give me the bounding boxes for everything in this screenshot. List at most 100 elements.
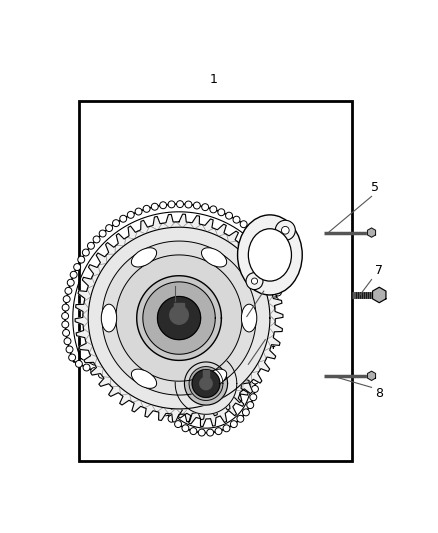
Ellipse shape <box>248 229 291 281</box>
Circle shape <box>69 354 76 361</box>
Circle shape <box>280 273 287 280</box>
Circle shape <box>168 201 175 208</box>
Circle shape <box>91 368 98 375</box>
Circle shape <box>65 287 72 294</box>
Circle shape <box>282 227 289 234</box>
Text: 2: 2 <box>163 271 171 285</box>
Circle shape <box>237 415 244 422</box>
Circle shape <box>259 237 266 244</box>
Circle shape <box>250 394 257 401</box>
Circle shape <box>210 206 217 213</box>
Circle shape <box>127 212 134 219</box>
Circle shape <box>63 329 70 336</box>
Circle shape <box>194 202 200 209</box>
Circle shape <box>175 421 181 427</box>
Polygon shape <box>170 306 188 324</box>
Circle shape <box>233 216 240 223</box>
Circle shape <box>251 369 258 376</box>
Ellipse shape <box>241 304 257 332</box>
Circle shape <box>278 265 285 272</box>
Polygon shape <box>373 287 386 303</box>
Polygon shape <box>137 276 221 360</box>
Circle shape <box>177 200 184 207</box>
Circle shape <box>268 305 276 312</box>
Circle shape <box>120 215 127 222</box>
Circle shape <box>260 329 267 336</box>
Circle shape <box>62 312 69 319</box>
Polygon shape <box>83 222 276 414</box>
Circle shape <box>254 345 261 352</box>
Ellipse shape <box>201 248 227 267</box>
Text: 5: 5 <box>371 181 379 193</box>
Circle shape <box>263 321 270 328</box>
Polygon shape <box>184 362 228 405</box>
Circle shape <box>106 375 113 382</box>
Circle shape <box>202 204 208 211</box>
Circle shape <box>223 425 230 432</box>
Polygon shape <box>170 348 241 419</box>
Circle shape <box>83 364 90 371</box>
Circle shape <box>106 224 113 231</box>
Circle shape <box>143 205 150 212</box>
Ellipse shape <box>131 369 157 389</box>
Polygon shape <box>75 214 283 422</box>
Circle shape <box>240 221 247 228</box>
Circle shape <box>82 249 89 256</box>
Circle shape <box>252 377 258 384</box>
Text: 1: 1 <box>210 73 218 86</box>
Polygon shape <box>192 370 220 398</box>
Circle shape <box>276 220 295 240</box>
Circle shape <box>135 208 142 215</box>
Circle shape <box>159 202 166 209</box>
Polygon shape <box>189 367 223 400</box>
Circle shape <box>151 203 158 210</box>
Circle shape <box>62 321 69 328</box>
Text: 7: 7 <box>375 264 383 277</box>
Circle shape <box>121 382 128 389</box>
Circle shape <box>251 353 258 360</box>
Circle shape <box>182 425 189 432</box>
Polygon shape <box>200 377 212 390</box>
Circle shape <box>113 220 120 227</box>
Polygon shape <box>174 303 184 315</box>
Circle shape <box>277 281 284 288</box>
Circle shape <box>218 209 225 216</box>
Polygon shape <box>163 341 249 426</box>
Circle shape <box>114 378 120 385</box>
Circle shape <box>185 201 192 208</box>
Circle shape <box>145 393 151 400</box>
Polygon shape <box>88 227 270 409</box>
Circle shape <box>162 409 170 416</box>
Circle shape <box>242 409 249 416</box>
Circle shape <box>247 226 254 233</box>
Circle shape <box>230 421 237 427</box>
Circle shape <box>266 313 273 320</box>
Polygon shape <box>367 371 375 381</box>
Circle shape <box>99 230 106 237</box>
Circle shape <box>75 360 82 367</box>
Circle shape <box>63 296 70 303</box>
Ellipse shape <box>131 248 157 267</box>
Text: 4: 4 <box>268 338 276 351</box>
Circle shape <box>64 338 71 345</box>
Circle shape <box>207 429 214 436</box>
Circle shape <box>158 401 165 408</box>
Text: 6: 6 <box>187 358 194 371</box>
Text: 8: 8 <box>375 387 383 400</box>
Circle shape <box>66 346 73 353</box>
Circle shape <box>226 212 233 219</box>
Circle shape <box>274 258 281 265</box>
Circle shape <box>246 273 263 289</box>
Circle shape <box>78 256 85 263</box>
Circle shape <box>247 402 254 409</box>
Circle shape <box>93 236 100 243</box>
Polygon shape <box>116 255 242 381</box>
Polygon shape <box>203 370 209 377</box>
Circle shape <box>74 264 81 271</box>
Circle shape <box>275 289 281 296</box>
Ellipse shape <box>201 369 227 389</box>
Circle shape <box>257 337 264 344</box>
Polygon shape <box>367 228 375 237</box>
Circle shape <box>248 361 255 368</box>
Circle shape <box>251 278 258 284</box>
